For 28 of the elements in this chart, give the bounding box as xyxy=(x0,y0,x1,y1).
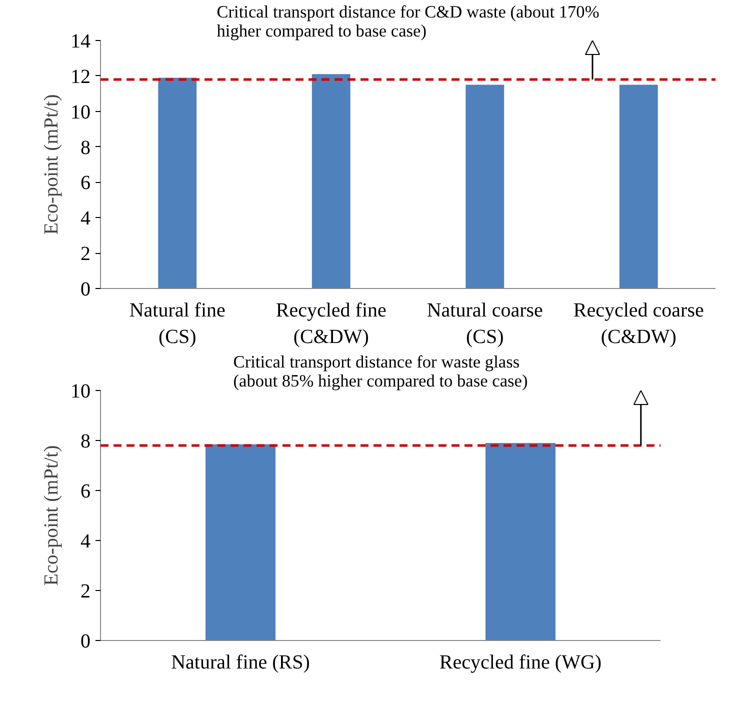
x-tick-label: Natural fine (CS) xyxy=(129,300,226,348)
annotation: Critical transport distance for C&D waste (about 170% higher compared to base case) xyxy=(216,2,600,40)
y-tick-label: 8 xyxy=(80,430,90,452)
bar xyxy=(158,78,197,288)
bar xyxy=(619,84,658,288)
x-tick-label: Recycled fine (C&DW) xyxy=(276,300,386,348)
y-tick-label: 0 xyxy=(80,278,90,300)
x-tick-label: Recycled coarse (C&DW) xyxy=(573,300,704,348)
y-tick-label: 8 xyxy=(80,136,90,159)
y-axis-title: Eco-point (mPt/t) xyxy=(40,94,62,235)
y-tick-label: 4 xyxy=(80,530,90,552)
y-tick-label: 4 xyxy=(80,208,90,230)
x-tick-label: Natural coarse (CS) xyxy=(426,300,544,348)
y-tick-label: 6 xyxy=(80,480,90,502)
bar xyxy=(312,74,350,288)
y-tick-label: 2 xyxy=(80,243,90,266)
x-tick-label: Recycled fine (WG) xyxy=(439,652,602,674)
y-axis-title: Eco-point (mPt/t) xyxy=(40,445,62,586)
y-tick-label: 10 xyxy=(70,380,90,402)
y-tick-label: 0 xyxy=(80,630,90,652)
x-tick-label: Natural fine (RS) xyxy=(171,652,310,674)
y-tick-label: 10 xyxy=(70,101,90,124)
annotation: Critical transport distance for waste glass (about 85% higher compared to base case) xyxy=(233,352,528,390)
y-tick-label: 2 xyxy=(80,580,90,602)
bar xyxy=(466,84,504,288)
y-tick-label: 14 xyxy=(70,30,90,52)
y-tick-label: 12 xyxy=(70,66,90,88)
y-tick-label: 6 xyxy=(80,172,90,194)
